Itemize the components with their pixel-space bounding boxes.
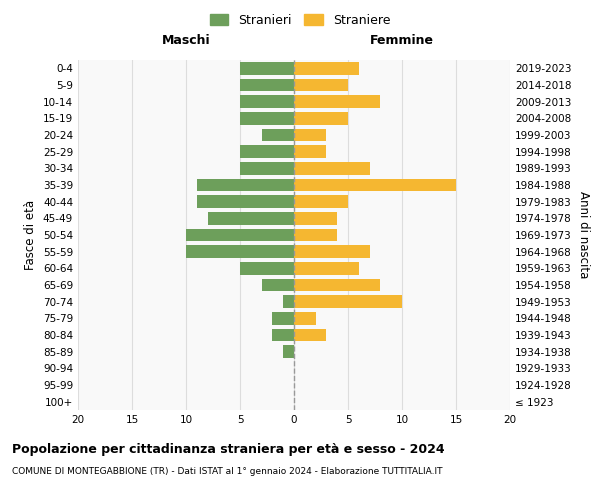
Bar bbox=[294, 229, 337, 241]
Bar bbox=[294, 79, 348, 92]
Bar bbox=[272, 329, 294, 341]
Bar bbox=[294, 112, 348, 124]
Bar bbox=[197, 179, 294, 192]
Y-axis label: Anni di nascita: Anni di nascita bbox=[577, 192, 590, 278]
Bar bbox=[294, 179, 456, 192]
Bar bbox=[294, 329, 326, 341]
Bar bbox=[294, 262, 359, 274]
Text: Femmine: Femmine bbox=[370, 34, 434, 46]
Bar bbox=[294, 96, 380, 108]
Bar bbox=[294, 162, 370, 174]
Bar bbox=[294, 296, 402, 308]
Bar bbox=[294, 129, 326, 141]
Bar bbox=[294, 196, 348, 208]
Bar bbox=[240, 79, 294, 92]
Bar bbox=[186, 246, 294, 258]
Bar bbox=[208, 212, 294, 224]
Bar bbox=[186, 229, 294, 241]
Y-axis label: Fasce di età: Fasce di età bbox=[25, 200, 37, 270]
Bar bbox=[294, 312, 316, 324]
Bar bbox=[197, 196, 294, 208]
Bar bbox=[294, 146, 326, 158]
Bar bbox=[272, 312, 294, 324]
Text: Popolazione per cittadinanza straniera per età e sesso - 2024: Popolazione per cittadinanza straniera p… bbox=[12, 442, 445, 456]
Text: COMUNE DI MONTEGABBIONE (TR) - Dati ISTAT al 1° gennaio 2024 - Elaborazione TUTT: COMUNE DI MONTEGABBIONE (TR) - Dati ISTA… bbox=[12, 468, 443, 476]
Bar bbox=[283, 346, 294, 358]
Text: Maschi: Maschi bbox=[161, 34, 211, 46]
Bar bbox=[240, 162, 294, 174]
Bar bbox=[283, 296, 294, 308]
Bar bbox=[240, 262, 294, 274]
Bar bbox=[262, 129, 294, 141]
Bar bbox=[262, 279, 294, 291]
Bar bbox=[294, 279, 380, 291]
Bar bbox=[240, 146, 294, 158]
Bar bbox=[240, 112, 294, 124]
Bar bbox=[240, 96, 294, 108]
Bar bbox=[294, 62, 359, 74]
Legend: Stranieri, Straniere: Stranieri, Straniere bbox=[205, 8, 395, 32]
Bar bbox=[294, 212, 337, 224]
Bar bbox=[294, 246, 370, 258]
Bar bbox=[240, 62, 294, 74]
